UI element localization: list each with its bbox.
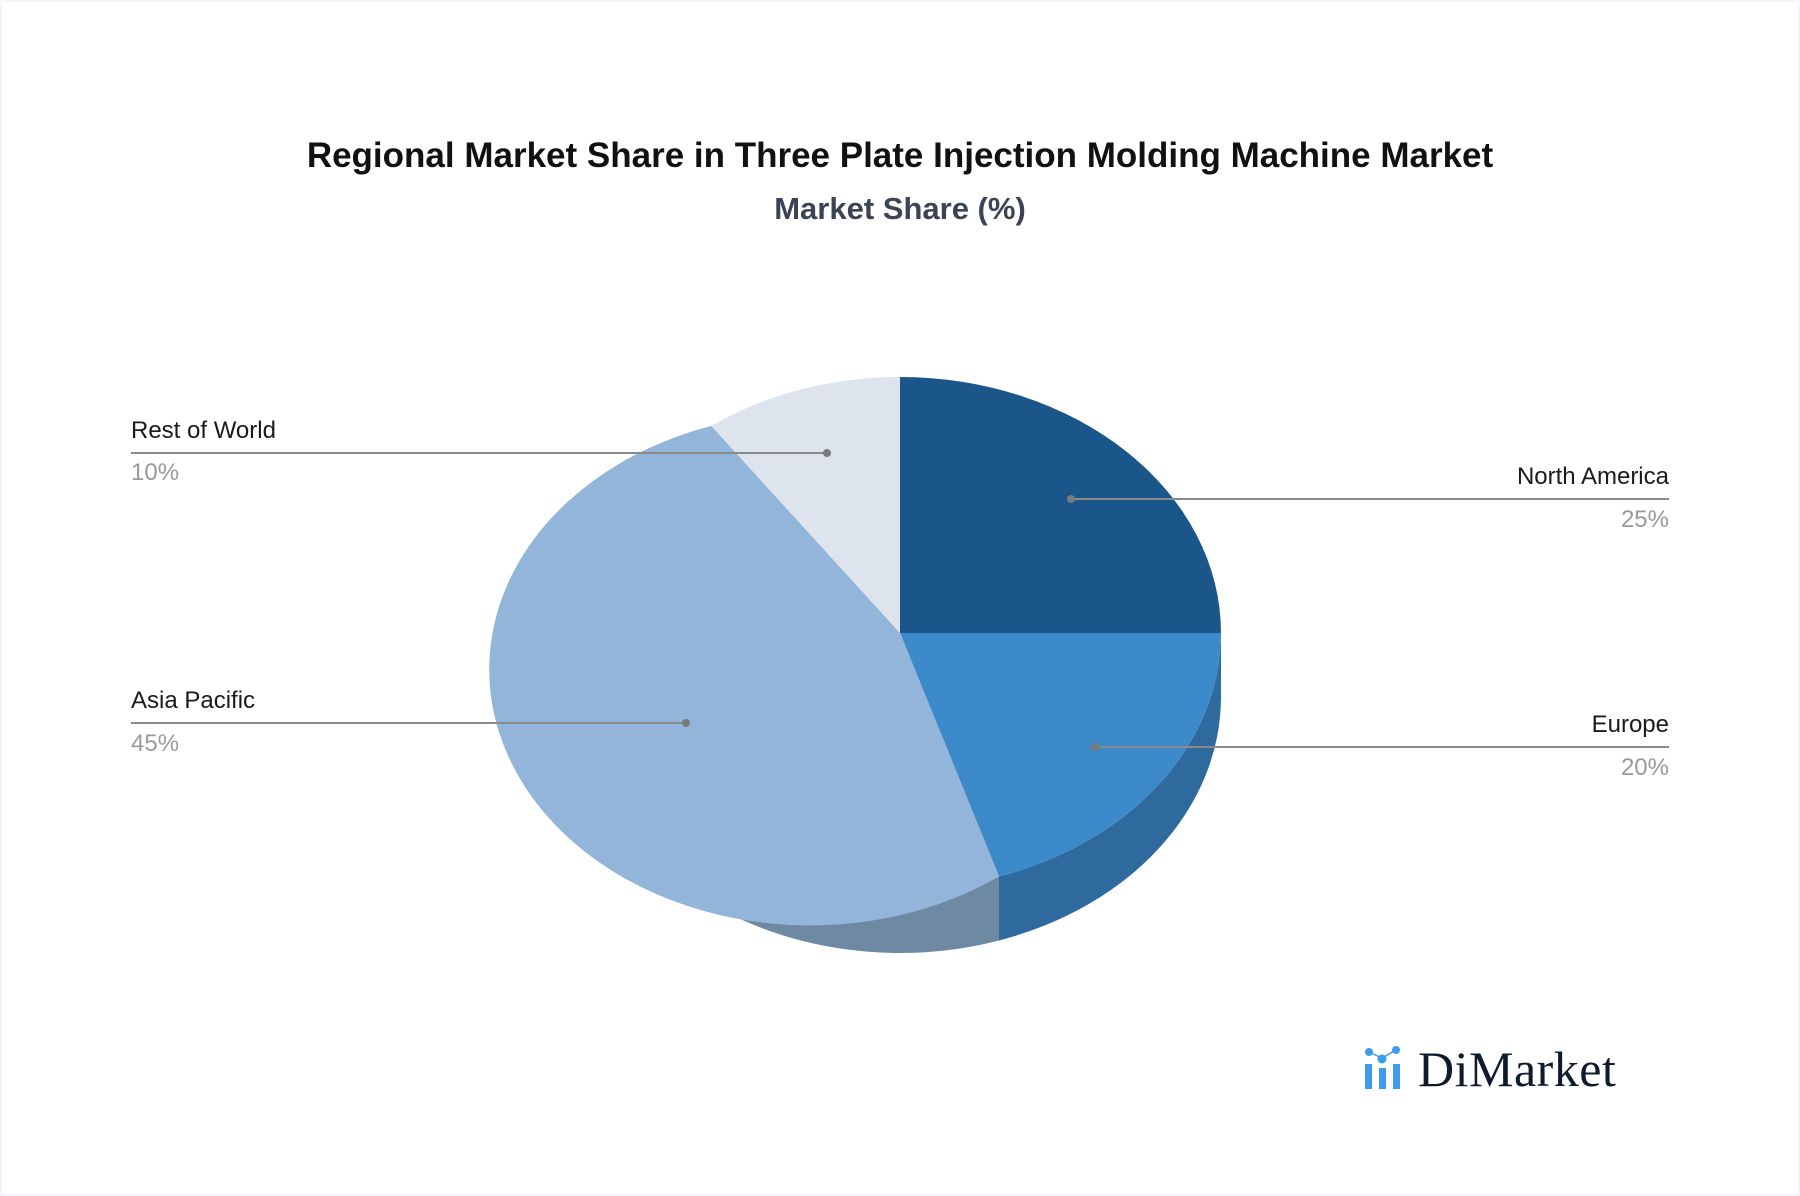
chart-title: Regional Market Share in Three Plate Inj… [306, 136, 1494, 175]
label-north-america: North America [1516, 463, 1669, 490]
brand-name: DiMarket [1418, 1041, 1617, 1097]
pct-europe: 20% [1620, 754, 1669, 781]
slice-asia-pacific[interactable] [489, 425, 999, 926]
leader-dot-north-america [1067, 495, 1075, 503]
bar-chart-logo-icon [1365, 1046, 1400, 1089]
leader-dot-asia-pacific [682, 719, 690, 727]
label-asia-pacific: Asia Pacific [131, 687, 256, 714]
slice-north-america[interactable] [900, 377, 1221, 633]
pct-rest-of-world: 10% [131, 459, 180, 486]
slice-europe[interactable] [900, 633, 1221, 877]
slice-rest-of-world[interactable] [711, 377, 900, 633]
pct-north-america: 25% [1620, 506, 1669, 533]
label-europe: Europe [1591, 711, 1669, 738]
pct-asia-pacific: 45% [131, 730, 180, 757]
leader-dot-rest-of-world [823, 449, 831, 457]
brand-logo: DiMarket [1364, 1044, 1616, 1094]
label-rest-of-world: Rest of World [131, 417, 276, 444]
chart-subtitle: Market Share (%) [774, 191, 1026, 226]
leader-dot-europe [1091, 743, 1099, 751]
europe-side [999, 633, 1221, 941]
